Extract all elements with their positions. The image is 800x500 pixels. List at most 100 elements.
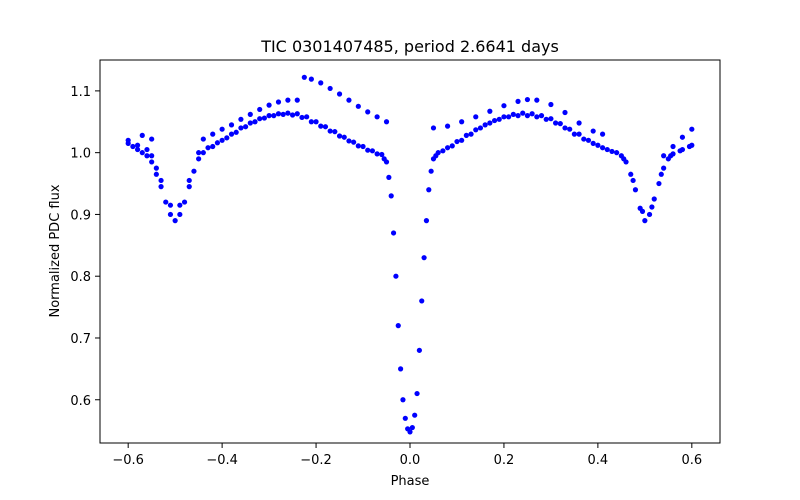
data-point xyxy=(651,196,657,202)
data-point xyxy=(233,129,239,135)
data-point xyxy=(149,153,155,159)
data-point xyxy=(186,177,192,184)
data-point xyxy=(388,193,394,199)
x-tick-label: 0.0 xyxy=(400,453,421,468)
data-point xyxy=(515,113,521,119)
y-axis: 0.6 0.7 0.8 0.9 1.0 1.1 xyxy=(70,85,100,409)
data-point xyxy=(313,119,319,125)
data-point xyxy=(318,123,324,129)
data-point xyxy=(327,85,333,92)
data-point xyxy=(491,117,498,124)
data-point xyxy=(515,98,521,104)
data-point xyxy=(167,211,174,218)
data-point xyxy=(621,156,627,162)
data-point xyxy=(355,143,361,149)
data-point xyxy=(576,120,582,126)
data-point xyxy=(299,114,305,121)
data-point xyxy=(365,147,371,153)
data-point xyxy=(412,412,418,418)
data-point xyxy=(400,397,406,403)
data-point xyxy=(266,113,272,119)
data-point xyxy=(224,135,230,141)
data-point xyxy=(402,415,408,421)
data-point xyxy=(125,137,131,143)
data-point xyxy=(658,171,664,177)
data-point xyxy=(374,151,380,157)
y-tick-label: 0.8 xyxy=(70,270,91,285)
data-point xyxy=(421,255,427,261)
y-tick-label: 0.6 xyxy=(70,394,91,409)
data-point xyxy=(228,131,235,137)
data-point xyxy=(614,150,620,156)
data-point xyxy=(346,97,352,103)
data-point xyxy=(599,145,606,151)
data-point xyxy=(524,96,531,103)
data-point xyxy=(355,103,361,109)
x-tick-label: 0.2 xyxy=(494,453,515,468)
x-tick-label: −0.6 xyxy=(112,453,144,468)
data-point xyxy=(144,146,150,153)
data-point xyxy=(590,128,596,134)
data-point xyxy=(257,116,263,122)
data-point xyxy=(444,145,451,151)
data-point xyxy=(414,390,420,397)
data-point xyxy=(275,111,282,117)
data-point xyxy=(393,273,399,279)
data-point xyxy=(656,180,662,187)
data-point xyxy=(261,115,267,121)
y-tick-label: 0.9 xyxy=(70,208,91,223)
data-point xyxy=(604,146,610,153)
data-point xyxy=(632,187,639,193)
data-point xyxy=(369,148,376,154)
data-point xyxy=(553,120,559,126)
data-point xyxy=(149,159,155,165)
y-tick-label: 1.0 xyxy=(70,147,91,162)
data-point xyxy=(595,142,601,148)
data-point xyxy=(501,103,507,109)
data-point xyxy=(686,143,693,150)
data-point xyxy=(395,323,401,329)
data-point xyxy=(266,102,272,108)
data-point xyxy=(426,187,432,193)
y-tick-label: 0.7 xyxy=(70,332,91,347)
data-point xyxy=(301,74,307,80)
data-point xyxy=(243,124,249,130)
data-point xyxy=(200,150,206,156)
data-point xyxy=(139,132,145,138)
data-point xyxy=(210,131,216,137)
x-tick-label: 0.6 xyxy=(681,453,702,468)
data-point xyxy=(374,114,380,120)
data-point xyxy=(668,153,674,159)
data-point xyxy=(390,230,397,236)
data-point xyxy=(304,114,310,120)
data-point xyxy=(134,146,141,153)
data-point xyxy=(398,366,404,372)
data-point xyxy=(153,165,159,171)
data-point xyxy=(285,110,291,116)
data-point xyxy=(562,109,568,116)
data-point xyxy=(332,129,338,135)
data-point xyxy=(642,218,648,224)
data-point xyxy=(444,123,451,129)
data-point xyxy=(567,126,573,132)
data-point xyxy=(459,137,465,143)
data-point xyxy=(571,131,577,137)
data-point xyxy=(186,184,192,190)
data-point xyxy=(167,202,174,208)
data-point xyxy=(365,109,371,115)
data-point xyxy=(308,119,314,125)
data-point xyxy=(677,148,683,154)
data-point xyxy=(158,177,164,184)
data-point xyxy=(473,114,479,120)
data-point xyxy=(496,116,502,122)
data-point xyxy=(228,122,235,128)
data-point xyxy=(416,347,422,353)
data-point xyxy=(153,171,159,177)
data-point xyxy=(585,137,592,143)
data-point xyxy=(238,125,244,131)
data-point xyxy=(386,174,392,180)
data-point xyxy=(433,153,439,159)
data-point xyxy=(430,125,437,131)
data-point xyxy=(487,108,493,114)
